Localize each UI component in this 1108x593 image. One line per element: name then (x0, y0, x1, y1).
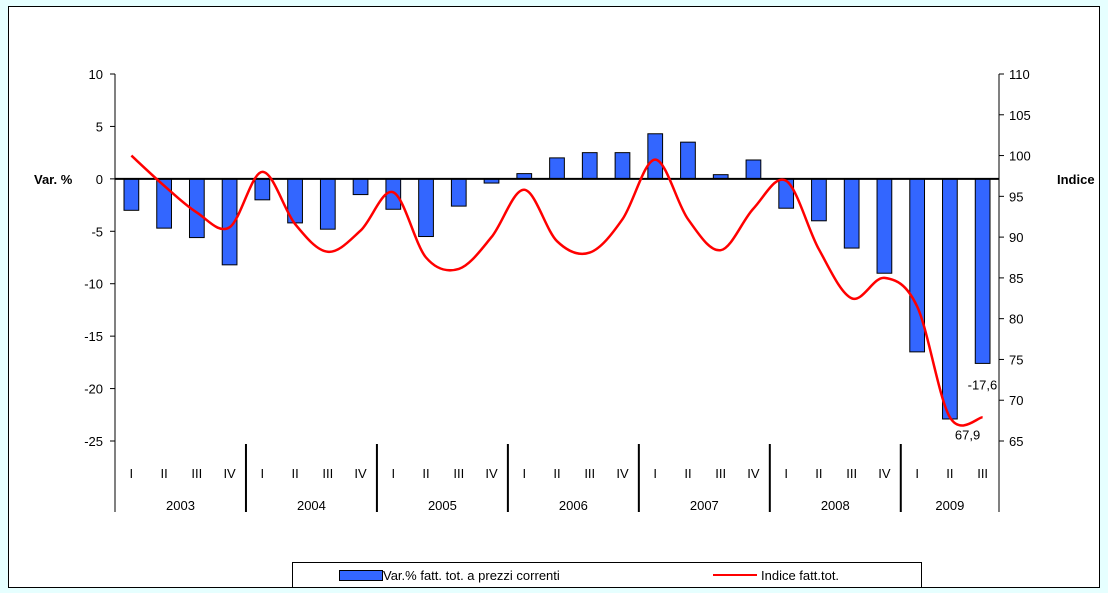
bar (843, 178, 860, 249)
legend-line-label: Indice fatt.tot. (761, 568, 840, 583)
quarter-label: I (391, 466, 395, 481)
quarter-label: IV (354, 466, 367, 481)
quarter-label: II (422, 466, 429, 481)
left-tick-label: 0 (96, 172, 103, 187)
quarter-label: IV (747, 466, 760, 481)
quarter-label: I (130, 466, 134, 481)
left-tick-label: -5 (91, 224, 103, 239)
category-axis: I II III IV I II III IV I II III IV I II III IV I II III IV… (130, 444, 988, 513)
quarter-label: I (784, 466, 788, 481)
quarter-label: II (160, 466, 167, 481)
legend: Var.% fatt. tot. a prezzi correnti Indic… (292, 562, 922, 588)
quarter-label: II (815, 466, 822, 481)
bar-series (123, 133, 991, 420)
quarter-label: III (191, 466, 202, 481)
right-tick-label: 95 (1009, 189, 1023, 204)
bar (647, 133, 664, 180)
quarter-label: I (261, 466, 265, 481)
left-tick-label: -20 (84, 382, 103, 397)
quarter-label: IV (616, 466, 629, 481)
quarter-label: III (846, 466, 857, 481)
year-label: 2008 (821, 498, 850, 513)
right-tick-label: 85 (1009, 271, 1023, 286)
quarter-label: III (453, 466, 464, 481)
data-labels: -17,6 67,9 (955, 377, 997, 442)
bar (909, 178, 926, 353)
quarter-label: II (946, 466, 953, 481)
quarter-label: I (522, 466, 526, 481)
bar (123, 178, 140, 211)
bar (680, 141, 696, 180)
bar (254, 178, 271, 201)
line-data-label: 67,9 (955, 427, 980, 442)
year-label: 2009 (935, 498, 964, 513)
bar-data-label: -17,6 (968, 377, 998, 392)
left-axis-title: Var. % (34, 172, 73, 187)
year-label: 2003 (166, 498, 195, 513)
bar (811, 178, 827, 222)
bar (745, 159, 762, 180)
bar (418, 178, 434, 238)
right-tick-label: 65 (1009, 434, 1023, 449)
quarter-label: IV (878, 466, 891, 481)
left-tick-label: -15 (84, 329, 103, 344)
line-series (130, 154, 983, 427)
bar (614, 152, 631, 180)
right-axis-ticks: 110 105 100 95 90 85 80 75 70 65 (999, 67, 1031, 449)
quarter-label: I (915, 466, 919, 481)
right-tick-label: 80 (1009, 312, 1023, 327)
legend-bar-swatch (339, 570, 383, 581)
quarter-label: III (584, 466, 595, 481)
quarter-label: I (653, 466, 657, 481)
chart-frame: 10 5 0 -5 -10 -15 -20 -25 110 105 100 95 90 85 80 75 70… (8, 6, 1100, 588)
quarter-label: II (553, 466, 560, 481)
right-tick-label: 90 (1009, 230, 1023, 245)
bar (352, 178, 369, 196)
right-tick-label: 110 (1009, 67, 1030, 82)
left-axis-ticks: 10 5 0 -5 -10 -15 -20 -25 (84, 67, 115, 449)
bar (581, 152, 598, 180)
quarter-label: II (291, 466, 298, 481)
right-tick-label: 105 (1009, 108, 1031, 123)
year-label: 2006 (559, 498, 588, 513)
bar (450, 178, 467, 207)
left-tick-label: -25 (84, 434, 103, 449)
legend-line-swatch (713, 574, 757, 576)
left-tick-label: -10 (84, 277, 103, 292)
bar (942, 178, 958, 420)
right-tick-label: 100 (1009, 149, 1031, 164)
quarter-label: III (322, 466, 333, 481)
right-tick-label: 70 (1009, 393, 1023, 408)
bar (319, 178, 336, 230)
quarter-label: III (715, 466, 726, 481)
bar (778, 178, 795, 209)
right-tick-label: 75 (1009, 352, 1023, 367)
bar (549, 157, 565, 180)
right-axis-title: Indice (1057, 172, 1095, 187)
quarter-label: IV (485, 466, 498, 481)
quarter-label: IV (223, 466, 236, 481)
bar (876, 178, 893, 274)
quarter-label: III (977, 466, 988, 481)
bar (974, 178, 991, 364)
left-tick-label: 5 (96, 119, 103, 134)
quarter-label: II (684, 466, 691, 481)
year-label: 2004 (297, 498, 326, 513)
year-label: 2007 (690, 498, 719, 513)
left-tick-label: 10 (89, 67, 103, 82)
legend-bar-label: Var.% fatt. tot. a prezzi correnti (383, 568, 560, 583)
year-label: 2005 (428, 498, 457, 513)
